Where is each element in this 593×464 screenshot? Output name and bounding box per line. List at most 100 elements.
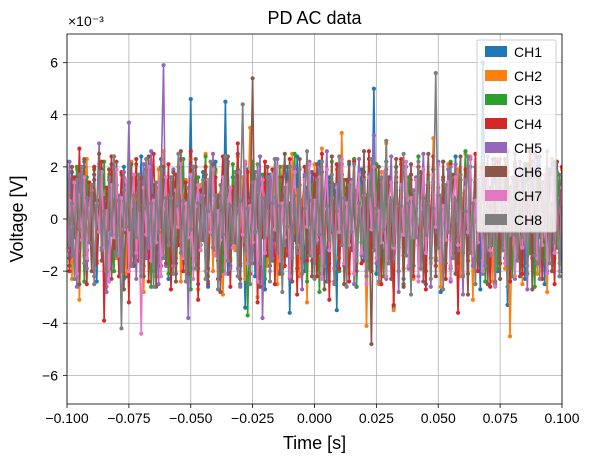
- series-ch8-point: [287, 164, 292, 169]
- series-ch8-point: [396, 269, 401, 274]
- series-ch4-point: [72, 175, 77, 180]
- series-ch8-point: [146, 245, 151, 250]
- legend-label-ch3: CH3: [514, 92, 542, 108]
- series-ch6-point: [67, 255, 72, 261]
- series-ch8-point: [163, 196, 169, 201]
- series-ch6-point: [314, 162, 320, 167]
- series-ch4-point: [327, 297, 332, 302]
- series-ch7-point: [465, 229, 471, 235]
- series-ch5-point: [74, 284, 79, 289]
- series-ch7-point: [448, 276, 453, 282]
- series-layer: [67, 60, 562, 347]
- series-ch8-point: [171, 271, 176, 276]
- series-ch8-point: [455, 237, 461, 242]
- series-ch6-point: [453, 271, 458, 276]
- series-ch3-point: [74, 164, 79, 169]
- series-ch8-point: [69, 201, 75, 206]
- series-ch6-point: [173, 279, 178, 284]
- series-ch6-point: [473, 164, 478, 169]
- series-ch1-point: [223, 99, 228, 104]
- series-ch2-point: [520, 282, 525, 287]
- series-ch7-point: [453, 175, 458, 180]
- series-ch6-point: [290, 279, 295, 284]
- series-ch8-point: [257, 261, 263, 266]
- series-ch8-point: [312, 276, 317, 282]
- x-tick-label: 0.100: [544, 410, 579, 426]
- series-ch6-point: [92, 172, 97, 177]
- legend-swatch-ch2: [485, 70, 507, 81]
- legend-swatch-ch8: [485, 214, 507, 225]
- series-ch7-point: [198, 248, 203, 253]
- series-ch4-point: [255, 300, 260, 305]
- series-ch8-point: [379, 175, 384, 180]
- series-ch8-point: [104, 269, 109, 274]
- series-ch3-point: [463, 149, 468, 154]
- series-ch5-point: [210, 151, 216, 156]
- series-ch3-point: [354, 284, 359, 289]
- series-ch4-point: [488, 284, 493, 289]
- series-ch4-point: [366, 149, 372, 154]
- series-ch5-point: [352, 282, 357, 287]
- series-ch8-point: [418, 266, 424, 271]
- series-ch3-point: [317, 289, 322, 295]
- series-ch1-point: [213, 159, 218, 164]
- series-ch8-point: [72, 276, 77, 282]
- x-tick-label: −0.050: [169, 410, 212, 426]
- series-ch7-point: [106, 279, 112, 284]
- legend-swatch-ch7: [485, 190, 507, 201]
- series-ch8-point: [342, 196, 347, 201]
- series-ch4-point: [92, 164, 97, 169]
- series-ch8-point: [374, 206, 379, 211]
- series-ch7-point: [455, 242, 461, 248]
- series-ch6-point: [106, 167, 112, 172]
- legend-label-ch5: CH5: [514, 140, 542, 156]
- series-ch8-point: [213, 193, 218, 198]
- series-ch7-point: [82, 175, 87, 180]
- series-ch8-point: [114, 253, 119, 258]
- series-ch4-point: [399, 156, 404, 162]
- series-ch8-point: [443, 183, 448, 188]
- series-ch3-point: [245, 313, 250, 318]
- series-ch6-point: [282, 151, 287, 156]
- legend-label-ch8: CH8: [514, 212, 542, 228]
- series-ch8-point: [436, 245, 441, 250]
- series-ch8-point: [161, 255, 166, 261]
- series-ch8-point: [109, 232, 114, 237]
- series-ch8-point: [89, 183, 94, 188]
- series-ch6-point: [451, 172, 456, 177]
- series-ch8-point: [181, 198, 186, 203]
- series-ch8-point: [458, 172, 463, 177]
- series-ch8-point: [559, 206, 562, 211]
- series-ch6-point: [250, 76, 255, 81]
- series-ch6-point: [257, 284, 263, 289]
- series-ch8-point: [285, 224, 290, 229]
- series-ch7-point: [441, 203, 446, 209]
- series-ch6-point: [97, 151, 102, 156]
- series-ch6-point: [517, 274, 523, 279]
- series-ch8-point: [186, 185, 191, 190]
- series-ch6-point: [304, 245, 310, 250]
- series-ch4-point: [272, 282, 277, 287]
- series-ch7-point: [230, 245, 235, 250]
- series-ch6-point: [389, 276, 394, 282]
- series-ch8-point: [191, 164, 196, 169]
- series-ch7-point: [423, 250, 428, 255]
- series-ch6-point: [465, 292, 471, 297]
- series-ch6-point: [277, 271, 282, 276]
- legend-label-ch2: CH2: [514, 68, 542, 84]
- series-ch8-point: [223, 154, 228, 159]
- series-ch4-point: [203, 164, 208, 169]
- series-ch6-point: [540, 255, 545, 261]
- series-ch3-point: [188, 287, 193, 292]
- series-ch8-point: [300, 271, 305, 276]
- series-ch4-point: [183, 180, 188, 185]
- x-tick-label: −0.075: [107, 410, 150, 426]
- series-ch8-point: [260, 196, 265, 201]
- series-ch4-point: [304, 258, 310, 263]
- series-ch7-point: [255, 279, 260, 284]
- series-ch8-point: [235, 274, 240, 279]
- series-ch7-point: [248, 203, 253, 209]
- series-ch6-point: [421, 279, 426, 284]
- series-ch8-point: [198, 237, 203, 242]
- series-ch1-point: [505, 302, 510, 308]
